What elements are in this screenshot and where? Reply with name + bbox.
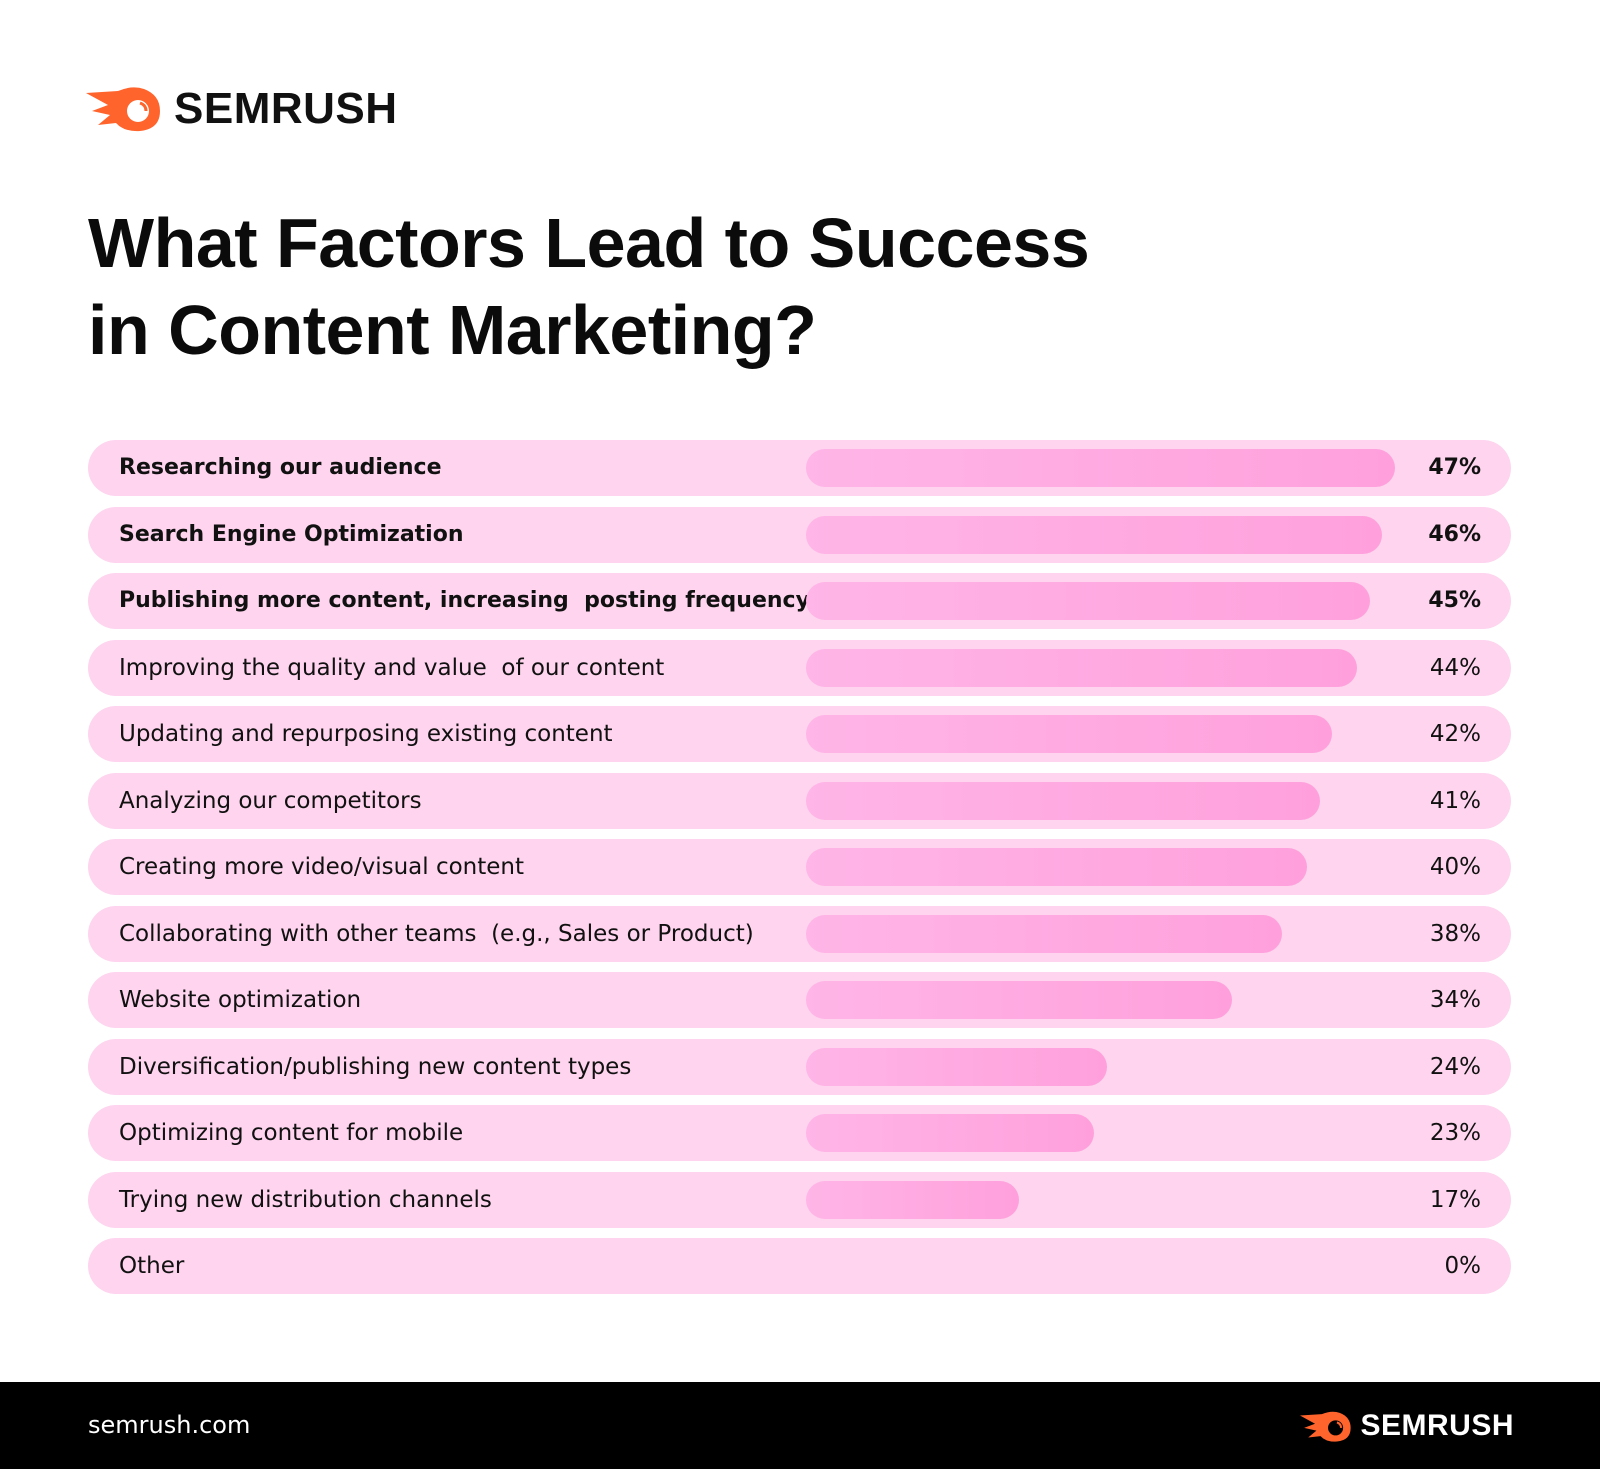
value-label: 23% — [1429, 1120, 1481, 1146]
value-label: 46% — [1428, 521, 1481, 547]
value-label: 45% — [1428, 588, 1481, 613]
value-label: 24% — [1429, 1053, 1481, 1080]
bar — [806, 715, 1333, 753]
chart-row: Analyzing our competitors 41% — [88, 772, 1511, 829]
category-label: Researching our audience — [119, 455, 442, 480]
chart-row: Search Engine Optimization 46% — [88, 506, 1511, 563]
chart-row: Optimizing content for mobile 23% — [88, 1105, 1511, 1161]
chart-row: Other 0% — [88, 1238, 1511, 1294]
value-label: 0% — [1444, 1253, 1482, 1279]
bar — [806, 582, 1370, 620]
value-label: 38% — [1429, 920, 1481, 947]
site-link[interactable]: semrush.com — [88, 1411, 251, 1439]
chart-row: Publishing more content, increasing post… — [88, 573, 1511, 629]
bar — [806, 914, 1283, 953]
chart-row: Website optimization 34% — [88, 972, 1511, 1028]
title-line-1: What Factors Lead to Success — [88, 204, 1090, 282]
bar — [806, 449, 1395, 487]
value-label: 44% — [1429, 654, 1481, 681]
bar — [806, 1180, 1019, 1219]
value-label: 47% — [1428, 455, 1481, 480]
category-label: Website optimization — [119, 987, 362, 1013]
footer: semrush.com SEMRUSH — [0, 1382, 1600, 1469]
category-label: Analyzing our competitors — [119, 787, 422, 814]
category-label: Creating more video/visual content — [119, 854, 525, 880]
value-label: 34% — [1429, 987, 1481, 1013]
category-label: Other — [119, 1253, 185, 1279]
semrush-flame-icon — [86, 87, 160, 132]
value-label: 40% — [1429, 854, 1481, 880]
value-label: 42% — [1429, 721, 1481, 747]
bar — [806, 781, 1320, 820]
bar — [806, 515, 1383, 554]
chart-row: Researching our audience 47% — [88, 440, 1511, 496]
bar — [806, 648, 1358, 687]
semrush-logo: SEMRUSH — [86, 84, 398, 134]
semrush-flame-icon — [1300, 1411, 1352, 1442]
bar-chart: Researching our audience 47% Search Engine… — [88, 440, 1511, 1305]
chart-row: Collaborating with other teams (e.g., Sa… — [88, 905, 1511, 962]
chart-row: Diversification/publishing new content t… — [88, 1038, 1511, 1095]
brand-wordmark: SEMRUSH — [174, 84, 398, 133]
bar — [806, 1047, 1107, 1086]
category-label: Search Engine Optimization — [119, 521, 464, 547]
page-title: What Factors Lead to Success in Content M… — [88, 200, 1090, 374]
bar — [806, 981, 1233, 1019]
category-label: Updating and repurposing existing conten… — [119, 721, 613, 747]
title-line-2: in Content Marketing? — [88, 291, 817, 369]
footer-semrush-logo: SEMRUSH — [1300, 1409, 1514, 1443]
category-label: Optimizing content for mobile — [119, 1120, 464, 1146]
category-label: Trying new distribution channels — [119, 1186, 492, 1213]
category-label: Publishing more content, increasing post… — [119, 588, 810, 613]
chart-row: Creating more video/visual content 40% — [88, 839, 1511, 895]
bar — [806, 848, 1308, 886]
chart-row: Trying new distribution channels 17% — [88, 1171, 1511, 1228]
chart-row: Improving the quality and value of our c… — [88, 639, 1511, 696]
value-label: 17% — [1429, 1186, 1481, 1213]
footer-brand-wordmark: SEMRUSH — [1360, 1409, 1514, 1442]
chart-row: Updating and repurposing existing conten… — [88, 706, 1511, 762]
bar — [806, 1114, 1095, 1152]
category-label: Collaborating with other teams (e.g., Sa… — [119, 920, 754, 947]
category-label: Diversification/publishing new content t… — [119, 1053, 632, 1080]
category-label: Improving the quality and value of our c… — [119, 654, 665, 681]
value-label: 41% — [1429, 787, 1481, 814]
